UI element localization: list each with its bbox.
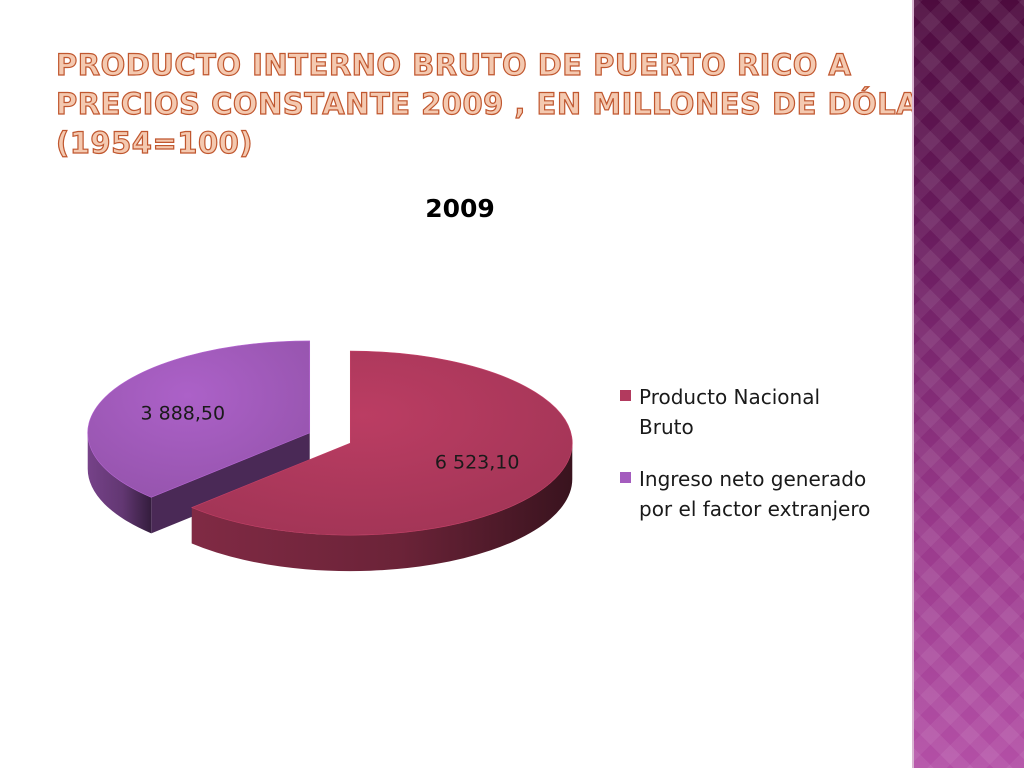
pie-data-label-1: 3 888,50 <box>141 402 226 424</box>
legend-swatch-producto-nacional-bruto <box>620 390 631 401</box>
slide-title: PRODUCTO INTERNO BRUTO DE PUERTO RICO A … <box>55 46 984 163</box>
decorative-side-band <box>912 0 1024 768</box>
legend-item-ingreso-neto: Ingreso neto generado por el factor extr… <box>620 464 880 524</box>
legend-label-ingreso-neto: Ingreso neto generado por el factor extr… <box>639 467 871 521</box>
legend-label-producto-nacional-bruto: Producto Nacional Bruto <box>639 385 821 439</box>
chart-legend: Producto Nacional Bruto Ingreso neto gen… <box>620 382 880 546</box>
pie-chart: 6 523,10 3 888,50 <box>87 340 573 572</box>
pie-slice-0-top <box>191 350 573 536</box>
slide-title-line-3: (1954=100) <box>55 125 254 160</box>
legend-item-producto-nacional-bruto: Producto Nacional Bruto <box>620 382 880 442</box>
chart-title: 2009 <box>425 194 495 223</box>
legend-swatch-ingreso-neto <box>620 472 631 483</box>
pie-slice-0-side <box>191 443 573 572</box>
slide-title-line-2: PRECIOS CONSTANTE 2009 , EN MILLONES DE … <box>55 86 984 121</box>
pie-slice-1-top <box>87 340 311 498</box>
slide-title-line-1: PRODUCTO INTERNO BRUTO DE PUERTO RICO A <box>55 47 852 82</box>
pie-slice-1-side <box>87 432 152 534</box>
pie-data-label-0: 6 523,10 <box>435 452 520 474</box>
pie-slice-1-inner-wall-0 <box>151 432 310 534</box>
